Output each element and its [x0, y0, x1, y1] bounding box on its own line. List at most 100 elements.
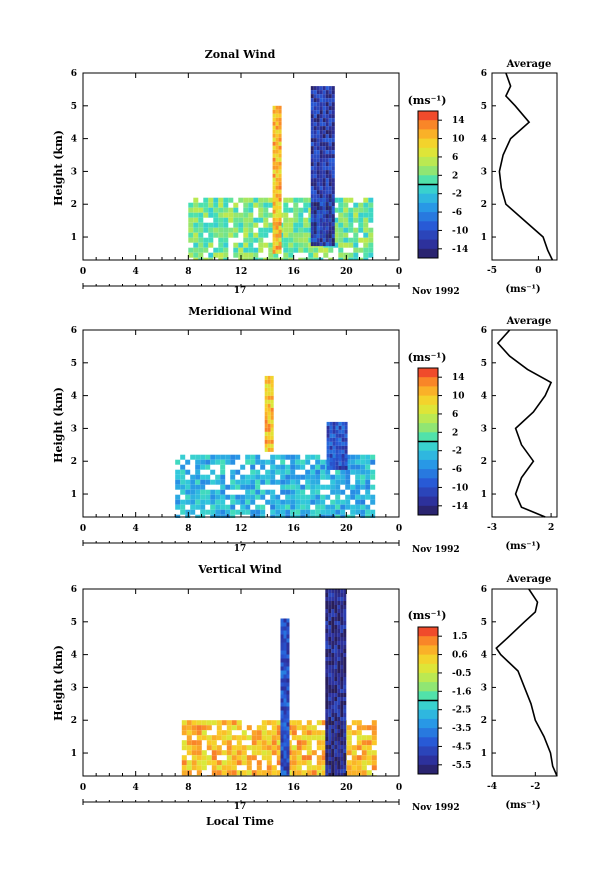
- heatmap-cell: [196, 770, 202, 776]
- heatmap-cell: [320, 474, 326, 480]
- heatmap-cell: [333, 197, 339, 203]
- heatmap-cell: [322, 154, 326, 159]
- heatmap-cell: [270, 514, 276, 518]
- x-axis-label: Local Time: [206, 815, 274, 828]
- heatmap-cell: [267, 435, 271, 440]
- heatmap-cell: [325, 745, 329, 749]
- heatmap-cell: [343, 721, 347, 725]
- heatmap-cell: [325, 210, 329, 215]
- heatmap-cell: [332, 437, 336, 442]
- heatmap-cell: [198, 207, 204, 213]
- heatmap-cell: [278, 153, 282, 158]
- heatmap-cell: [350, 464, 356, 470]
- heatmap-cell: [310, 186, 314, 191]
- heatmap-cell: [315, 494, 321, 500]
- heatmap-cell: [264, 383, 268, 388]
- heatmap-cell: [328, 737, 332, 741]
- heatmap-cell: [331, 669, 335, 673]
- heatmap-cell: [316, 166, 320, 171]
- heatmap-cell: [371, 725, 377, 731]
- heatmap-cell: [371, 720, 377, 726]
- colorbar-tick-label: 0.6: [452, 651, 468, 661]
- heatmap-cell: [223, 212, 229, 218]
- heatmap-cell: [218, 242, 224, 248]
- heatmap-cell: [313, 102, 317, 107]
- heatmap-cell: [275, 221, 279, 226]
- heatmap-cell: [338, 197, 344, 203]
- heatmap-cell: [200, 474, 206, 480]
- heatmap-cell: [205, 494, 211, 500]
- heatmap-cell: [343, 625, 347, 629]
- heatmap-cell: [360, 469, 366, 475]
- heatmap-cell: [186, 725, 192, 731]
- heatmap-cell: [267, 447, 271, 452]
- heatmap-cell: [275, 121, 279, 126]
- heatmap-cell: [188, 232, 194, 238]
- heatmap-cell: [290, 479, 296, 485]
- heatmap-cell: [334, 633, 338, 637]
- heatmap-cell: [366, 755, 372, 761]
- heatmap-cell: [358, 227, 364, 233]
- y-tick-label: 4: [71, 651, 77, 661]
- heatmap-cell: [316, 126, 320, 131]
- heatmap-cell: [328, 629, 332, 633]
- heatmap-cell: [331, 677, 335, 681]
- heatmap-cell: [275, 213, 279, 218]
- heatmap-cell: [280, 666, 284, 671]
- heatmap-cell: [343, 589, 347, 593]
- heatmap-cell: [272, 137, 276, 142]
- heatmap-cell: [198, 232, 204, 238]
- heatmap-cell: [322, 122, 326, 127]
- average-unit: (ms⁻¹): [505, 284, 540, 295]
- heatmap-cell: [198, 257, 204, 260]
- heatmap-cell: [334, 761, 338, 765]
- heatmap-cell: [272, 129, 276, 134]
- heatmap-cell: [320, 469, 326, 475]
- heatmap-cell: [325, 504, 331, 510]
- heatmap-cell: [361, 755, 367, 761]
- heatmap-cell: [322, 206, 326, 211]
- heatmap-cell: [286, 758, 290, 763]
- heatmap-cell: [286, 694, 290, 699]
- heatmap-cell: [191, 730, 197, 736]
- heatmap-cell: [331, 601, 335, 605]
- heatmap-cell: [340, 633, 344, 637]
- heatmap-cell: [323, 247, 329, 253]
- heatmap-cell: [325, 645, 329, 649]
- heatmap-cell: [328, 753, 332, 757]
- heatmap-cell: [198, 217, 204, 223]
- x-tick-label: 16: [287, 783, 300, 793]
- heatmap-cell: [210, 459, 216, 465]
- heatmap-cell: [181, 765, 187, 771]
- heatmap-cell: [270, 379, 274, 384]
- heatmap-cell: [280, 710, 284, 715]
- heatmap-cell: [305, 459, 311, 465]
- heatmap-cell: [272, 245, 276, 250]
- heatmap-cell: [280, 674, 284, 679]
- heatmap-cell: [260, 459, 266, 465]
- heatmap-cell: [272, 133, 276, 138]
- heatmap-cell: [278, 185, 282, 190]
- heatmap-cell: [276, 735, 282, 741]
- heatmap-cell: [343, 661, 347, 665]
- heatmap-cell: [320, 509, 326, 515]
- heatmap-cell: [326, 421, 330, 426]
- heatmap-cell: [275, 149, 279, 154]
- heatmap-cell: [361, 770, 367, 776]
- heatmap-cell: [328, 247, 334, 253]
- heatmap-cell: [201, 725, 207, 731]
- heatmap-cell: [286, 658, 290, 663]
- heatmap-cell: [337, 757, 341, 761]
- heatmap-cell: [196, 730, 202, 736]
- heatmap-cell: [211, 755, 217, 761]
- heatmap-cell: [283, 758, 287, 763]
- heatmap-cell: [258, 257, 264, 260]
- heatmap-cell: [270, 447, 274, 452]
- heatmap-cell: [268, 227, 274, 233]
- heatmap-cell: [371, 735, 377, 741]
- heatmap-cell: [283, 726, 287, 731]
- heatmap-cell: [201, 735, 207, 741]
- colorbar-tick-label: 1.5: [452, 632, 468, 642]
- heatmap-cell: [360, 459, 366, 465]
- heatmap-cell: [275, 109, 279, 114]
